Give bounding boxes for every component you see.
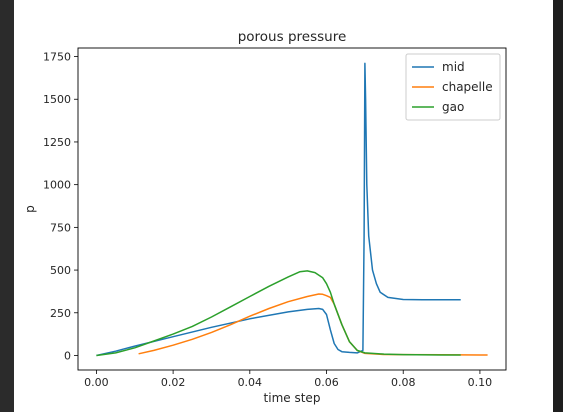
x-tick-label: 0.02 [161, 376, 186, 389]
y-axis-ticks: 0 250 500 750 1000 1250 1500 1750 [43, 51, 78, 362]
legend: mid chapelle gao [405, 53, 501, 121]
y-tick-label: 750 [50, 221, 71, 234]
series-line-mid [96, 62, 461, 357]
chart-title: porous pressure [238, 29, 347, 45]
x-axis-title: time step [264, 391, 321, 405]
series-layer [96, 62, 488, 357]
y-tick-label: 1000 [43, 179, 71, 192]
x-tick-label: 0.10 [468, 376, 493, 389]
x-tick-label: 0.00 [84, 376, 109, 389]
legend-label-gao: gao [442, 100, 464, 114]
x-axis-ticks: 0.00 0.02 0.04 0.06 0.08 0.10 [84, 370, 492, 389]
y-tick-label: 0 [64, 349, 71, 362]
x-tick-label: 0.06 [314, 376, 339, 389]
legend-label-mid: mid [442, 60, 465, 74]
y-axis-title: p [23, 205, 37, 213]
y-tick-label: 1500 [43, 93, 71, 106]
y-tick-label: 500 [50, 264, 71, 277]
legend-label-chapelle: chapelle [442, 80, 493, 94]
series-line-gao [96, 270, 461, 357]
x-tick-label: 0.04 [238, 376, 263, 389]
legend-box [405, 53, 501, 121]
y-tick-label: 1250 [43, 136, 71, 149]
x-tick-label: 0.08 [391, 376, 416, 389]
line-chart: porous pressure 0.00 0.02 0.04 0.06 0.08 0.10… [23, 29, 507, 405]
series-line-chapelle [138, 293, 488, 356]
axes-frame [77, 47, 507, 371]
y-tick-label: 1750 [43, 51, 71, 64]
y-tick-label: 250 [50, 307, 71, 320]
window-edge [553, 0, 563, 412]
figure-window: porous pressure 0.00 0.02 0.04 0.06 0.08 0.10… [14, 0, 554, 412]
